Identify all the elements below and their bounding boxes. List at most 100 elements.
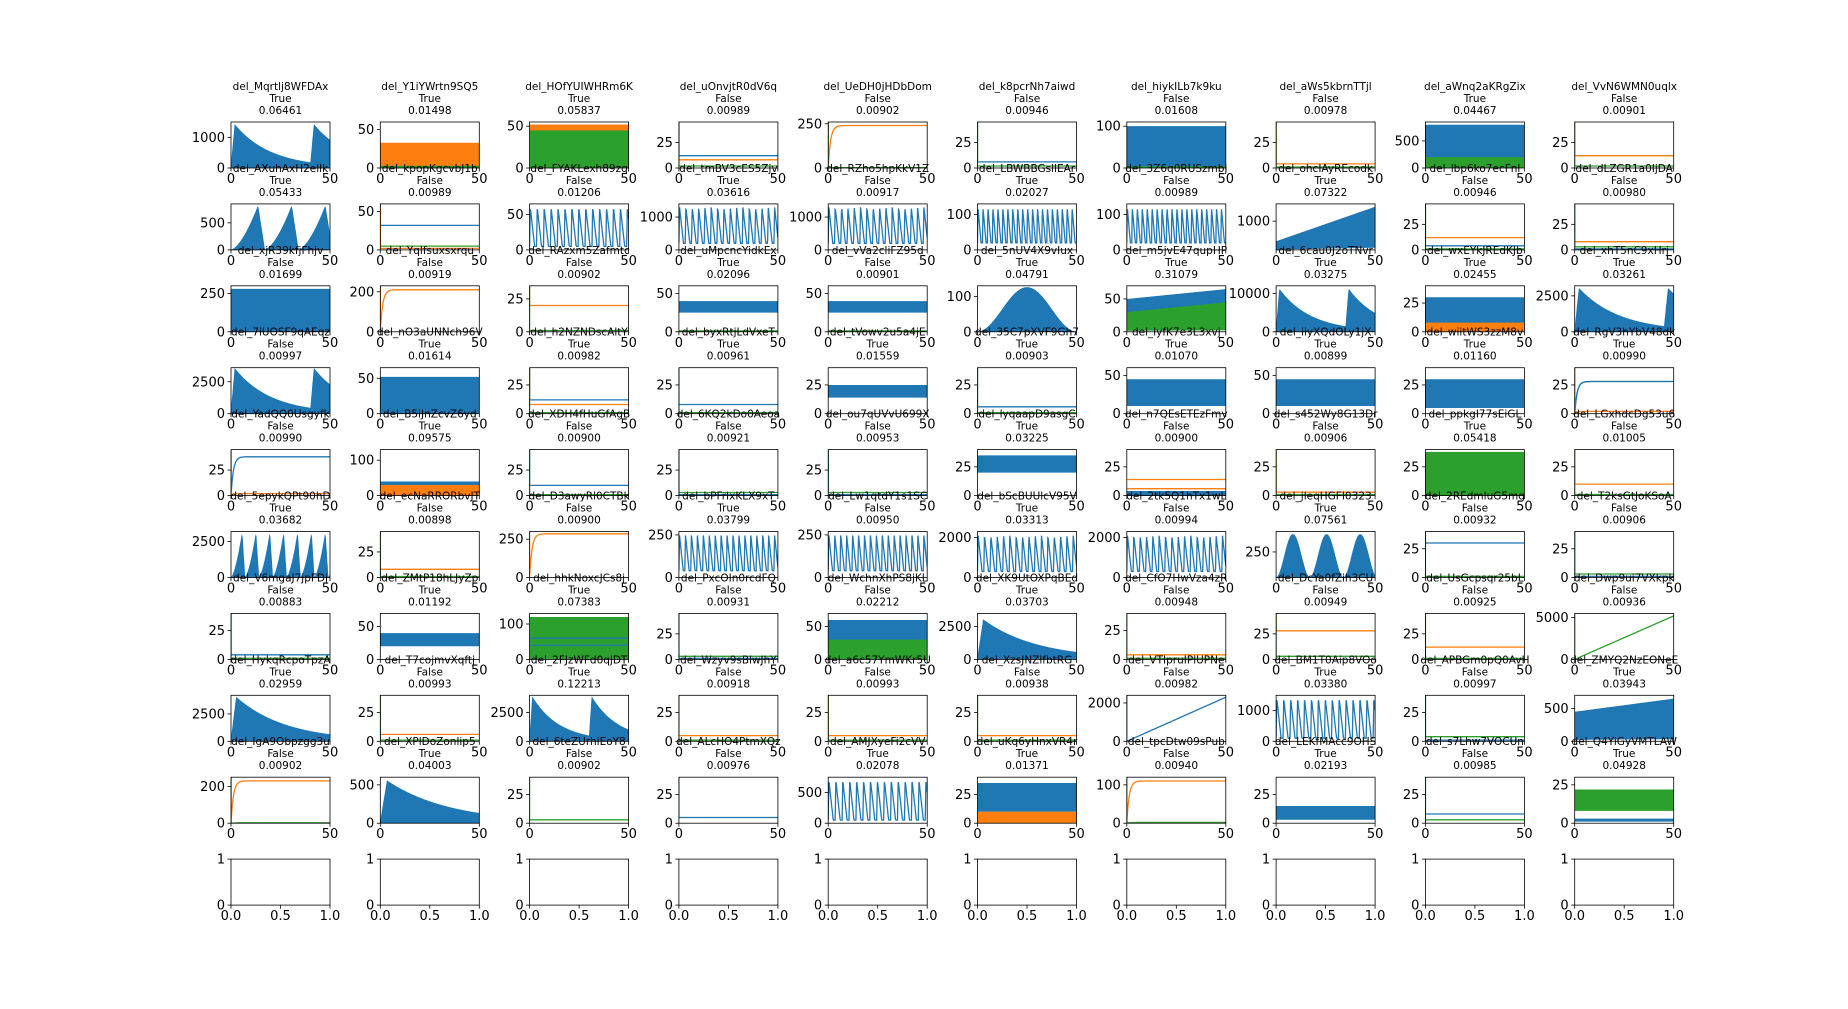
series-line [529,531,629,578]
subplot-flag: False [566,748,592,760]
y-tick-label: 0 [1560,817,1568,832]
x-tick-label: 50 [1068,663,1085,678]
axes-frame [1425,531,1525,578]
subplot-score: 0.01371 [1005,760,1048,772]
y-tick-label: 25 [1403,378,1420,393]
plot-area [529,777,629,821]
series-band [977,811,1077,824]
x-tick-label: 50 [1218,745,1235,760]
subplot-flag: True [1313,748,1336,760]
subplot-score: 0.03261 [1602,269,1645,281]
x-tick-label: 0 [973,172,981,187]
subplot-title: del_2REdmluG5mg [1425,491,1525,503]
series-line [678,122,778,157]
axes-frame [230,694,331,742]
series-line [678,777,778,819]
subplot-flag: False [865,175,891,187]
subplot-flag: False [865,257,891,269]
y-tick-label: 50 [507,208,524,223]
series-line [1574,367,1674,414]
axes-frame [1574,367,1675,415]
subplot-title: del_2tk5Q1hTx1wL [1126,491,1226,503]
y-tick-label: 0 [665,735,673,750]
axes-frame [1425,367,1525,415]
series-line [529,285,629,307]
subplot-title: del_CfO7HwVza4zR [1125,572,1227,584]
series-area [1276,534,1376,578]
subplot-title: del_wxEYkJREdKJb [1427,245,1523,257]
x-tick-label: 0 [1571,663,1579,678]
subplot-score: 0.00948 [1155,596,1198,608]
series-line [678,695,778,737]
x-tick-label: 50 [322,418,339,433]
y-tick-label: 0 [963,489,971,504]
y-tick-label: 0 [1113,653,1121,668]
series-band [380,633,480,647]
plot-area [1126,209,1226,244]
plot-area [231,367,330,414]
y-tick-label: 0 [217,817,225,832]
subplot-title: del_B5iJnZcvZ6yd [383,409,477,421]
y-tick-label: 50 [358,123,375,138]
series-line [380,203,480,250]
subplot-flag: False [267,748,293,760]
y-tick-label: 250 [200,287,225,302]
x-tick-label: 0 [525,336,533,351]
subplot-flag: False [1163,93,1189,105]
plot-area [1425,777,1525,821]
x-tick-label: 50 [471,418,488,433]
x-tick-label: 50 [1665,582,1682,597]
x-tick-label: 50 [322,254,339,269]
plot-area [231,777,330,824]
series-band [1425,451,1525,496]
x-tick-label: 50 [1665,418,1682,433]
axes-frame [827,858,928,906]
x-tick-label: 0 [1123,336,1131,351]
y-tick-label: 0 [217,899,225,914]
subplot-title: del_Yqlfsuxsxrqu [386,245,474,257]
series-band [380,165,480,168]
x-tick-label: 0 [227,500,235,515]
x-tick-label: 0.0 [967,909,988,924]
plot-area [828,207,928,244]
x-tick-label: 50 [1068,172,1085,187]
y-tick-label: 0 [1262,817,1270,832]
x-tick-label: 50 [1516,827,1533,842]
series-line [977,695,1077,741]
y-tick-label: 0 [515,735,523,750]
axes-frame [379,613,480,660]
subplot-flag: True [716,339,739,351]
x-tick-label: 0 [376,827,384,842]
axes-frame [827,121,928,169]
series-line [1425,777,1525,821]
subplot-score: 0.02959 [259,678,302,690]
axes-frame [678,367,779,415]
plot-area [380,633,480,647]
y-tick-label: 25 [1552,460,1569,475]
x-tick-label: 0 [525,418,533,433]
subplot-flag: False [715,421,741,433]
y-tick-label: 25 [358,706,375,721]
y-tick-label: 2000 [938,531,971,546]
subplot-score: 0.00997 [259,351,302,363]
series-line [828,122,928,168]
x-tick-label: 0 [1123,827,1131,842]
series-band [380,376,480,414]
plot-area [1126,126,1226,168]
y-tick-label: 1000 [1237,215,1270,230]
plot-area [1126,289,1226,331]
x-tick-label: 50 [1516,500,1533,515]
series-line [1126,695,1226,742]
axes-frame [977,367,1077,415]
subplot-title: del_s7Lhw7VOCUn [1426,736,1524,748]
y-tick-label: 0 [1560,325,1568,340]
x-tick-label: 0 [1272,418,1280,433]
